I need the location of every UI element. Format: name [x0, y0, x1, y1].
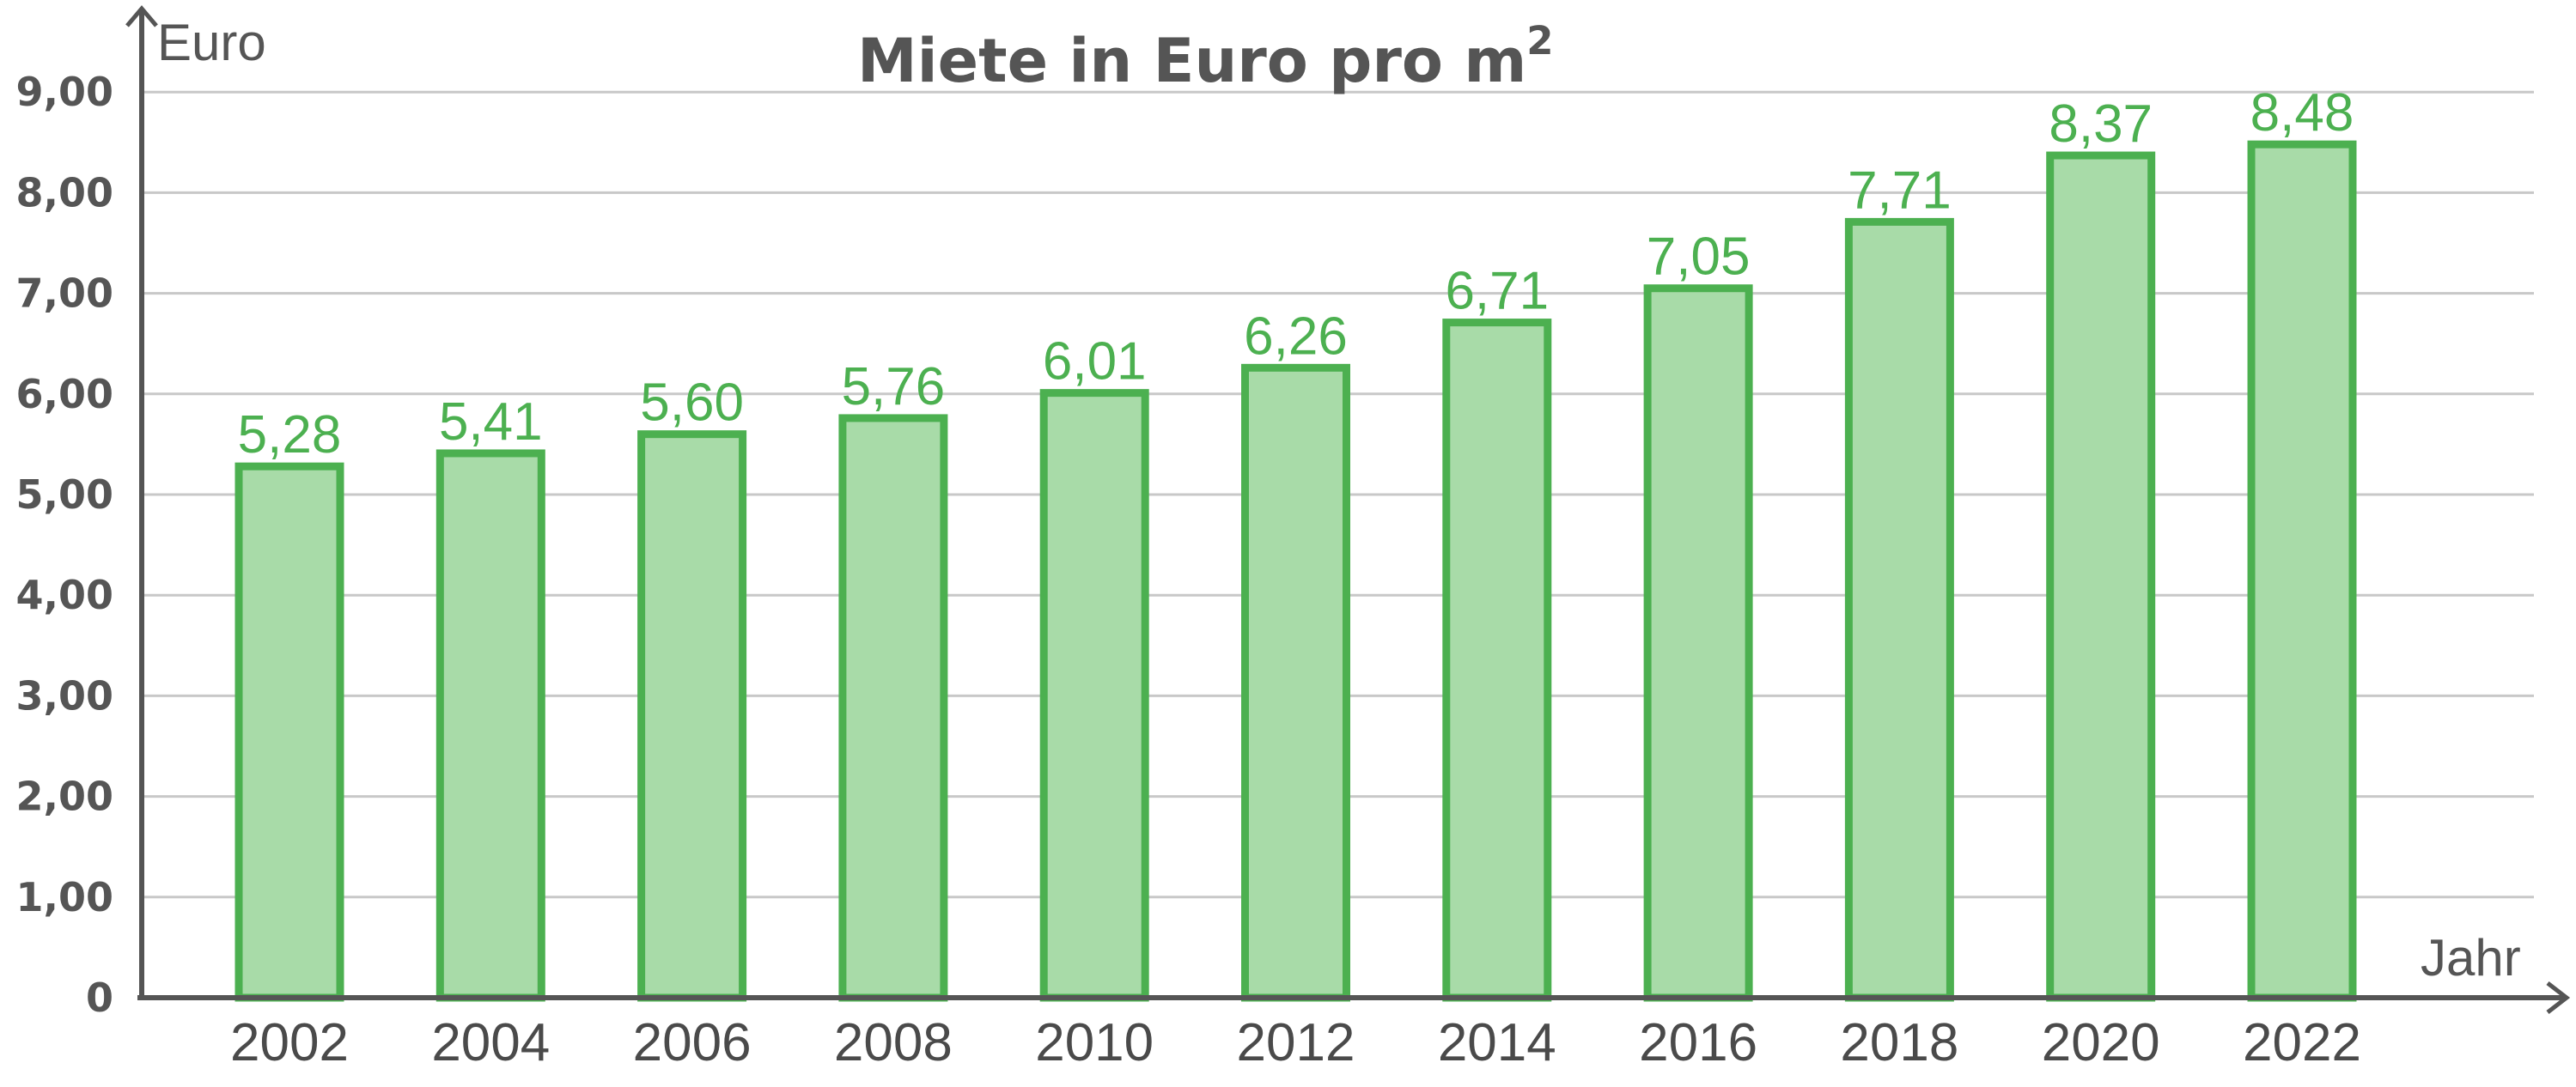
- y-tick-label: 5,00: [16, 471, 114, 518]
- x-tick-label: 2008: [834, 1013, 953, 1072]
- bar: [637, 430, 747, 1002]
- x-tick-label: 2010: [1035, 1013, 1154, 1072]
- bar-value-label: 6,26: [1244, 307, 1348, 366]
- chart-title: Miete in Euro pro m2: [857, 18, 1554, 96]
- chart-title-superscript: 2: [1526, 18, 1553, 64]
- bar-value-label: 5,60: [640, 373, 744, 433]
- bar: [2046, 151, 2156, 1002]
- x-tick-label: 2020: [2042, 1013, 2160, 1072]
- label-layer: 0 1,00 2,00 3,00 4,00 5,00 6,00 7,00 8,00 9,00 5,2…: [16, 69, 2361, 1072]
- x-tick-label: 2018: [1840, 1013, 1958, 1072]
- x-tick-label: 2022: [2243, 1013, 2361, 1072]
- bar-value-label: 5,41: [439, 392, 543, 452]
- y-tick-label: 3,00: [16, 672, 114, 719]
- bar: [2247, 140, 2357, 1002]
- y-tick-label: 2,00: [16, 774, 114, 820]
- x-tick-label: 2014: [1438, 1013, 1556, 1072]
- bar: [1039, 389, 1149, 1002]
- y-tick-label: 4,00: [16, 572, 114, 618]
- axis-layer: [125, 5, 2571, 1014]
- y-axis-label: Euro: [157, 14, 266, 71]
- bar-layer: [234, 140, 2357, 1002]
- bar-value-label: 8,37: [2049, 94, 2153, 154]
- bar-value-label: 6,01: [1043, 332, 1147, 392]
- x-tick-label: 2004: [431, 1013, 550, 1072]
- bar: [1442, 319, 1552, 1002]
- x-axis-label: Jahr: [2421, 929, 2521, 987]
- bar: [435, 449, 545, 1002]
- x-tick-label: 2012: [1237, 1013, 1355, 1072]
- bar-value-label: 7,05: [1647, 228, 1751, 287]
- chart-title-text: Miete in Euro pro m: [857, 26, 1526, 96]
- bar-value-label: 6,71: [1445, 262, 1549, 321]
- y-tick-label: 9,00: [16, 69, 114, 115]
- bar: [1844, 217, 1954, 1002]
- y-axis-arrowhead: [125, 5, 158, 27]
- y-tick-label: 0: [86, 975, 113, 1021]
- x-tick-label: 2002: [230, 1013, 349, 1072]
- bar-value-label: 8,48: [2250, 83, 2354, 143]
- y-tick-label: 8,00: [16, 169, 114, 216]
- bar-value-label: 5,28: [238, 405, 342, 465]
- y-tick-label: 1,00: [16, 874, 114, 920]
- x-tick-label: 2006: [633, 1013, 752, 1072]
- bar: [1241, 363, 1350, 1002]
- x-tick-label: 2016: [1639, 1013, 1757, 1072]
- y-tick-label: 6,00: [16, 371, 114, 417]
- bar-value-label: 7,71: [1848, 161, 1952, 220]
- bar-value-label: 5,76: [842, 357, 946, 416]
- bar: [234, 462, 344, 1002]
- x-axis-arrowhead: [2546, 981, 2571, 1014]
- y-tick-label: 7,00: [16, 270, 114, 317]
- bar: [838, 414, 948, 1002]
- bar: [1643, 284, 1753, 1002]
